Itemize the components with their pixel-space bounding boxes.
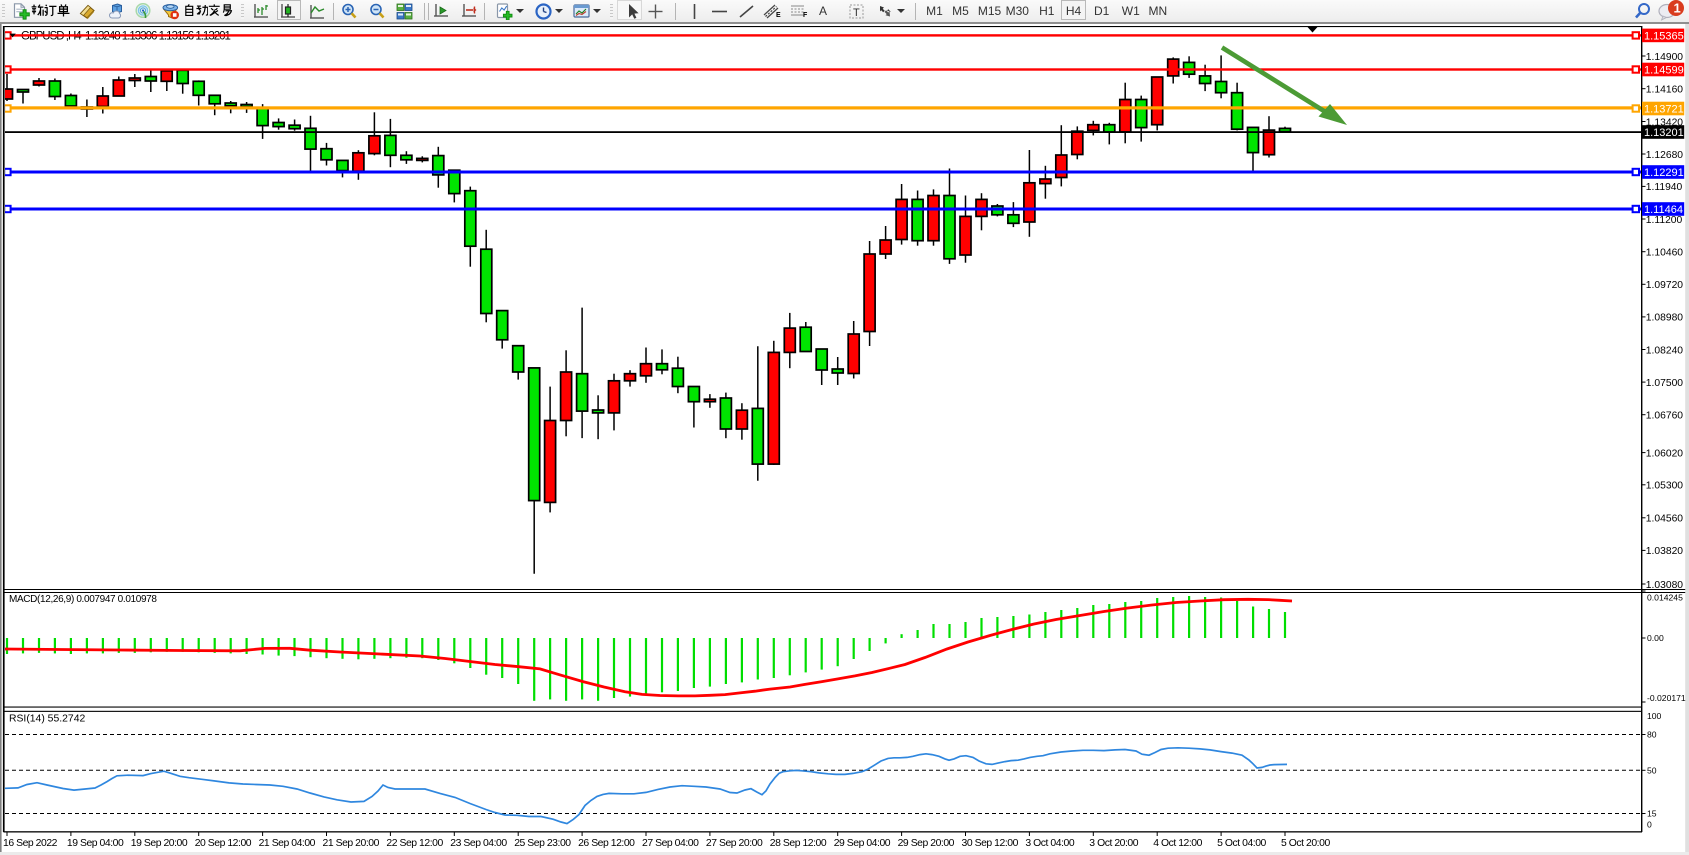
svg-text:27 Sep 04:00: 27 Sep 04:00 [642,838,699,849]
svg-text:15: 15 [1647,809,1657,819]
svg-text:16 Sep 2022: 16 Sep 2022 [3,838,58,849]
svg-text:1.13420: 1.13420 [1646,117,1683,128]
svg-text:1.11940: 1.11940 [1646,182,1683,193]
svg-text:1.06020: 1.06020 [1646,448,1683,459]
svg-text:1.13721: 1.13721 [1644,103,1684,115]
svg-text:1.14900: 1.14900 [1646,52,1683,63]
svg-text:1.03820: 1.03820 [1646,546,1683,557]
svg-text:1.11200: 1.11200 [1646,215,1683,226]
svg-text:0: 0 [1647,820,1652,830]
svg-text:5 Oct 04:00: 5 Oct 04:00 [1217,838,1266,849]
svg-text:100: 100 [1647,711,1662,721]
svg-text:1.14160: 1.14160 [1646,85,1683,96]
svg-text:1.06760: 1.06760 [1646,411,1683,422]
svg-text:-0.020171: -0.020171 [1647,693,1686,703]
svg-text:1.09720: 1.09720 [1646,280,1683,291]
svg-text:1.11464: 1.11464 [1644,204,1683,216]
svg-text:50: 50 [1647,765,1657,775]
svg-text:28 Sep 12:00: 28 Sep 12:00 [770,838,827,849]
svg-text:1.08980: 1.08980 [1646,313,1683,324]
svg-text:29 Sep 04:00: 29 Sep 04:00 [834,838,891,849]
svg-text:1.14599: 1.14599 [1644,64,1684,76]
svg-text:3 Oct 04:00: 3 Oct 04:00 [1025,838,1074,849]
svg-text:T: T [853,7,860,19]
svg-text:19 Sep 20:00: 19 Sep 20:00 [131,838,188,849]
svg-text:80: 80 [1647,730,1657,740]
svg-text:1.12291: 1.12291 [1644,167,1684,179]
svg-text:5 Oct 20:00: 5 Oct 20:00 [1281,838,1330,849]
svg-text:0.014245: 0.014245 [1647,593,1683,603]
svg-text:1.15365: 1.15365 [1644,30,1684,42]
svg-text:22 Sep 12:00: 22 Sep 12:00 [386,838,443,849]
svg-text:3 Oct 20:00: 3 Oct 20:00 [1089,838,1138,849]
svg-text:23 Sep 04:00: 23 Sep 04:00 [450,838,507,849]
svg-text:27 Sep 20:00: 27 Sep 20:00 [706,838,763,849]
svg-text:1.03080: 1.03080 [1646,580,1683,591]
svg-text:21 Sep 20:00: 21 Sep 20:00 [323,838,380,849]
svg-text:20 Sep 12:00: 20 Sep 12:00 [195,838,252,849]
svg-text:0.00: 0.00 [1647,633,1664,643]
svg-text:1: 1 [1674,1,1681,16]
svg-text:MACD(12,26,9) 0.007947 0.01097: MACD(12,26,9) 0.007947 0.010978 [9,594,157,605]
svg-text:1.05300: 1.05300 [1646,481,1683,492]
svg-text:29 Sep 20:00: 29 Sep 20:00 [898,838,955,849]
svg-text:1.04560: 1.04560 [1646,514,1683,525]
svg-text:1.08240: 1.08240 [1646,345,1683,356]
svg-text:4 Oct 12:00: 4 Oct 12:00 [1153,838,1202,849]
svg-text:1.13201: 1.13201 [1644,127,1684,139]
svg-text:19 Sep 04:00: 19 Sep 04:00 [67,838,124,849]
svg-text:1.10460: 1.10460 [1646,248,1683,259]
svg-text:26 Sep 12:00: 26 Sep 12:00 [578,838,635,849]
svg-text:RSI(14) 55.2742: RSI(14) 55.2742 [9,714,85,725]
svg-text:30 Sep 12:00: 30 Sep 12:00 [962,838,1019,849]
svg-text:21 Sep 04:00: 21 Sep 04:00 [259,838,316,849]
svg-text:1.12680: 1.12680 [1646,150,1683,161]
svg-text:1.07500: 1.07500 [1646,378,1683,389]
svg-text:25 Sep 23:00: 25 Sep 23:00 [514,838,571,849]
